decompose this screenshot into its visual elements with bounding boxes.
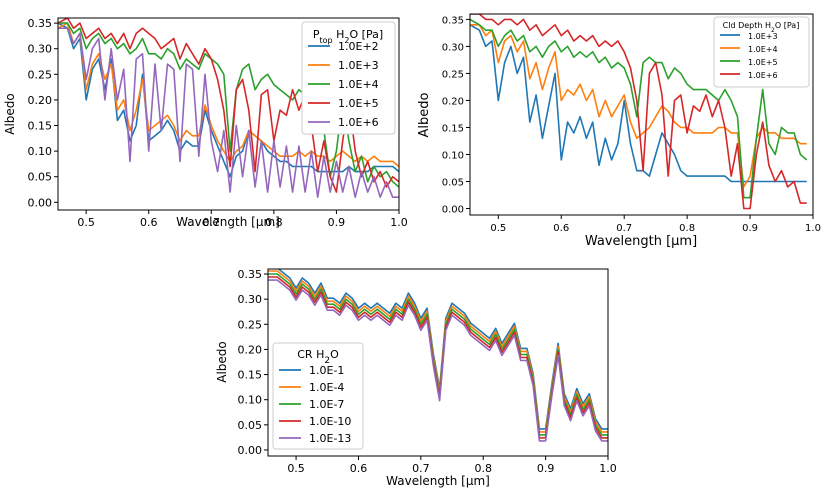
legend-cr: CR H2O 1.0E-1 1.0E-4 1.0E-7 1.0E-10 1.0E-13 xyxy=(272,342,364,450)
ylabel-cr: Albedo xyxy=(215,341,229,383)
x-tick-label: 0.6 xyxy=(350,462,368,475)
ylabel-ptop: Albedo xyxy=(3,93,17,135)
x-tick-label: 0.5 xyxy=(490,223,506,234)
axes-frame-cld xyxy=(469,13,814,216)
y-tick-label: 0.30 xyxy=(442,42,464,53)
legend-label-1.0E+5: 1.0E+5 xyxy=(748,58,778,67)
y-ticks-cld: 0.00 0.05 0.10 0.15 0.20 0.25 0.30 0.35 xyxy=(442,15,470,216)
legend-ptop: Ptop H2O [Pa] 1.0E+2 1.0E+3 1.0E+4 1.0E+5 1.… xyxy=(301,21,396,135)
series-line-1.0E+5 xyxy=(58,18,399,193)
x-ticks-cld: 0.5 0.6 0.7 0.8 0.9 1.0 xyxy=(490,215,821,234)
chart-cr: 0.5 0.6 0.7 0.8 0.9 1.0 0.000.050.100.150.200… xyxy=(215,268,617,488)
y-tick-label: 0.20 xyxy=(238,343,263,356)
x-tick-label: 0.5 xyxy=(287,462,305,475)
legend-label-1.0E+5: 1.0E+5 xyxy=(338,97,379,110)
y-tick-label: 0.20 xyxy=(28,94,53,107)
y-tick-label: 0.25 xyxy=(442,69,464,80)
legend-title-cr: CR H2O xyxy=(297,348,339,366)
x-tick-label: 0.8 xyxy=(265,216,283,229)
x-tick-label: 0.7 xyxy=(412,462,430,475)
x-tick-label: 0.5 xyxy=(77,216,95,229)
y-tick-label: 0.05 xyxy=(442,178,464,189)
legend-label-1.0E-1: 1.0E-1 xyxy=(309,364,344,377)
x-tick-label: 0.6 xyxy=(553,223,569,234)
series-lines xyxy=(268,269,608,442)
x-tick-label: 1.0 xyxy=(805,223,821,234)
legend-cld: Cld Depth H2O [Pa] 1.0E+3 1.0E+4 1.0E+5 1.0… xyxy=(713,16,810,88)
x-ticks-cr: 0.5 0.6 0.7 0.8 0.9 1.0 xyxy=(287,456,617,475)
legend-label-1.0E-13: 1.0E-13 xyxy=(309,432,351,445)
series-line-1.0E+5 xyxy=(470,18,808,199)
y-tick-label: 0.05 xyxy=(238,419,263,432)
series-group-cld xyxy=(470,14,808,210)
legend-label-1.0E+6: 1.0E+6 xyxy=(338,116,379,129)
y-tick-label: 0.25 xyxy=(28,68,53,81)
y-tick-label: 0.30 xyxy=(28,43,53,56)
xlabel-cld: Wavelength [μm] xyxy=(585,234,697,249)
series-line-1.0E+6 xyxy=(470,14,807,210)
ylabel-cld: Albedo xyxy=(417,92,432,137)
y-tick-label: 0.10 xyxy=(442,150,464,161)
axes-frame-ptop xyxy=(57,17,400,211)
axes-frame-cr xyxy=(267,268,609,457)
legend-label-1.0E+6: 1.0E+6 xyxy=(748,71,778,80)
y-tick-label: 0.20 xyxy=(442,96,464,107)
legend-label-1.0E+4: 1.0E+4 xyxy=(748,45,778,54)
y-tick-label: 0.35 xyxy=(238,268,263,281)
legend-title-ptop: Ptop H2O [Pa] xyxy=(313,28,383,45)
legend-title-cld: Cld Depth H2O [Pa] xyxy=(723,21,800,34)
legend-label-1.0E-4: 1.0E-4 xyxy=(309,381,344,394)
x-tick-label: 0.9 xyxy=(328,216,346,229)
legend-label-1.0E-7: 1.0E-7 xyxy=(309,398,344,411)
y-ticks-ptop: 0.00 0.05 0.10 0.15 0.20 0.25 0.30 0.35 xyxy=(28,17,58,209)
y-tick-label: 0.30 xyxy=(238,293,263,306)
x-tick-label: 0.7 xyxy=(616,223,632,234)
legend-label-1.0E-10: 1.0E-10 xyxy=(309,415,351,428)
legend-label-1.0E+3: 1.0E+3 xyxy=(338,59,379,72)
x-tick-label: 0.9 xyxy=(742,223,758,234)
series-group-cr xyxy=(268,269,608,442)
x-tick-label: 0.6 xyxy=(140,216,158,229)
legend-label-1.0E+4: 1.0E+4 xyxy=(338,78,379,91)
y-tick-label: 0.00 xyxy=(28,196,53,209)
series-lines xyxy=(470,14,808,210)
series-line-1.0E-13 xyxy=(268,279,608,442)
x-tick-label: 1.0 xyxy=(390,216,408,229)
series-line-1.0E+6 xyxy=(58,27,399,198)
legend-label-1.0E+3: 1.0E+3 xyxy=(748,32,778,41)
y-tick-label: 0.15 xyxy=(238,369,263,382)
x-tick-label: 0.9 xyxy=(537,462,555,475)
series-line-1.0E+2 xyxy=(58,22,399,178)
y-tick-label: 0.10 xyxy=(28,145,53,158)
y-tick-label: 0.15 xyxy=(28,120,53,133)
y-tick-label: 0.25 xyxy=(238,318,263,331)
x-tick-label: 0.8 xyxy=(679,223,695,234)
y-tick-label: 0.15 xyxy=(442,123,464,134)
legend-box-ptop xyxy=(301,21,396,135)
chart-cld: 0.5 0.6 0.7 0.8 0.9 1.0 0.000.050.100.150.200… xyxy=(417,13,821,249)
y-tick-label: 0.00 xyxy=(442,205,464,216)
x-tick-label: 0.8 xyxy=(474,462,492,475)
xlabel-cr: Wavelength [μm] xyxy=(386,474,490,488)
x-tick-label: 0.7 xyxy=(203,216,221,229)
legend-label-1.0E+2: 1.0E+2 xyxy=(338,40,379,53)
chart-ptop: 0.5 0.6 0.7 0.8 0.9 1.0 0.000.050.100.150.200… xyxy=(3,17,408,229)
x-tick-label: 1.0 xyxy=(599,462,617,475)
y-tick-label: 0.05 xyxy=(28,171,53,184)
y-ticks-cr: 0.00 0.05 0.10 0.15 0.20 0.25 0.30 0.35 xyxy=(238,268,268,457)
y-tick-label: 0.10 xyxy=(238,394,263,407)
xlabel-ptop: Wavelength [μm] xyxy=(176,215,280,229)
y-tick-label: 0.35 xyxy=(442,15,464,26)
y-tick-label: 0.35 xyxy=(28,17,53,30)
y-tick-label: 0.00 xyxy=(238,444,263,457)
x-ticks-ptop: 0.5 0.6 0.7 0.8 0.9 1.0 xyxy=(77,210,408,229)
